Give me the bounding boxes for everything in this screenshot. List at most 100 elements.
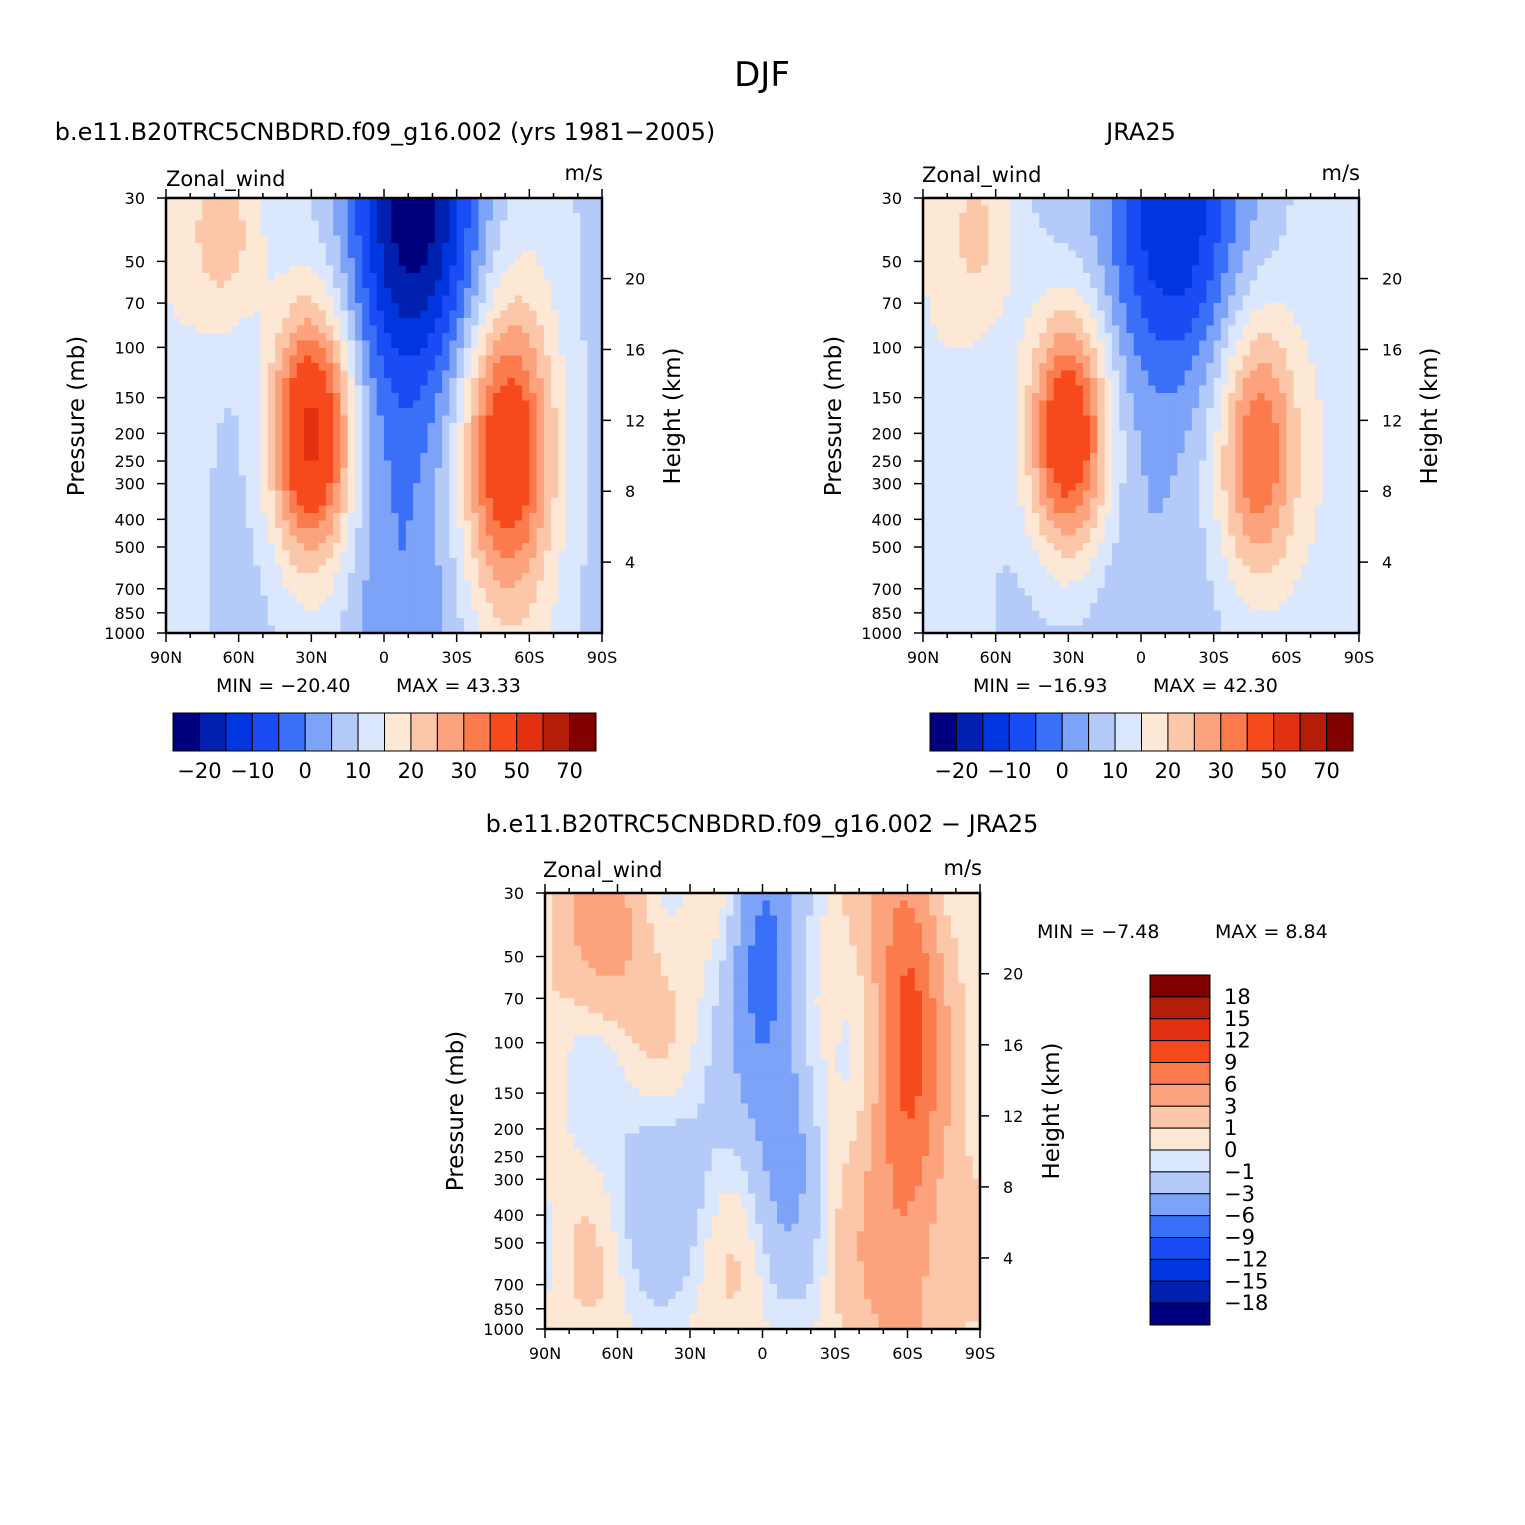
field-cell: [1032, 325, 1040, 334]
field-cell: [224, 205, 232, 214]
field-cell: [282, 438, 291, 447]
field-cell: [1213, 273, 1222, 282]
field-cell: [413, 535, 421, 544]
field-cell: [1199, 318, 1207, 327]
field-cell: [347, 213, 356, 222]
field-cell: [1090, 348, 1098, 357]
field-cell: [1090, 363, 1098, 372]
field-cell: [275, 258, 283, 267]
field-cell: [471, 625, 480, 634]
field-cell: [1228, 310, 1237, 319]
field-cell: [580, 588, 589, 597]
field-cell: [471, 265, 480, 274]
field-cell: [202, 430, 211, 439]
field-cell: [1308, 265, 1316, 274]
field-cell: [1177, 235, 1186, 244]
field-cell: [456, 573, 465, 582]
field-cell: [471, 400, 480, 409]
field-cell: [565, 535, 574, 544]
field-cell: [202, 475, 211, 484]
field-cell: [231, 385, 240, 394]
field-cell: [340, 250, 349, 259]
field-cell: [536, 483, 545, 492]
field-cell: [973, 213, 982, 222]
field-cell: [543, 535, 552, 544]
field-cell: [195, 565, 203, 574]
field-cell: [318, 498, 327, 507]
field-cell: [340, 558, 349, 567]
field-cell: [1141, 288, 1149, 297]
field-cell: [1228, 228, 1237, 237]
field-cell: [267, 258, 276, 267]
field-cell: [1257, 228, 1266, 237]
field-cell: [1075, 310, 1084, 319]
field-cell: [1279, 243, 1287, 252]
field-cell: [587, 603, 596, 612]
field-cell: [434, 325, 443, 334]
field-cell: [959, 288, 968, 297]
y-tick-label: 400: [114, 510, 145, 529]
field-cell: [180, 265, 189, 274]
field-cell: [1177, 265, 1186, 274]
field-cell: [500, 288, 509, 297]
field-cell: [1170, 280, 1178, 289]
field-cell: [434, 348, 443, 357]
field-cell: [420, 400, 429, 409]
field-cell: [937, 340, 946, 349]
field-cell: [944, 228, 953, 237]
field-cell: [1017, 355, 1026, 364]
field-cell: [1199, 273, 1207, 282]
field-cell: [1250, 228, 1258, 237]
field-cell: [1068, 303, 1077, 312]
field-cell: [1344, 288, 1353, 297]
field-cell: [434, 198, 443, 207]
field-cell: [1053, 325, 1062, 334]
field-cell: [296, 483, 305, 492]
field-cell: [1308, 280, 1316, 289]
field-cell: [1271, 228, 1280, 237]
field-cell: [966, 228, 975, 237]
field-cell: [405, 303, 414, 312]
field-cell: [558, 355, 567, 364]
field-cell: [493, 303, 501, 312]
field-cell: [354, 243, 363, 252]
field-cell: [1242, 280, 1251, 289]
field-cell: [187, 370, 196, 379]
field-cell: [442, 340, 450, 349]
field-cell: [238, 520, 247, 529]
field-cell: [594, 558, 603, 567]
field-cell: [580, 625, 589, 634]
field-cell: [1213, 258, 1222, 267]
field-cell: [231, 393, 240, 402]
field-cell: [565, 445, 574, 454]
field-cell: [347, 318, 356, 327]
field-cell: [260, 505, 269, 514]
field-cell: [209, 213, 218, 222]
field-cell: [1010, 243, 1019, 252]
field-cell: [500, 618, 509, 627]
field-cell: [493, 550, 501, 559]
field-cell: [369, 280, 378, 289]
field-cell: [296, 325, 305, 334]
field-cell: [580, 558, 589, 567]
field-cell: [333, 550, 341, 559]
field-cell: [1257, 258, 1266, 267]
field-cell: [1162, 250, 1171, 259]
field-cell: [966, 325, 975, 334]
field-cell: [478, 213, 487, 222]
field-cell: [398, 265, 407, 274]
field-cell: [1322, 333, 1331, 342]
field-cell: [267, 558, 276, 567]
field-cell: [1344, 228, 1353, 237]
field-cell: [195, 505, 203, 514]
field-cell: [311, 310, 320, 319]
field-cell: [572, 243, 581, 252]
field-cell: [1351, 310, 1360, 319]
field-cell: [253, 280, 262, 289]
field-cell: [507, 423, 516, 432]
field-cell: [536, 318, 545, 327]
field-cell: [551, 618, 559, 627]
field-cell: [260, 228, 269, 237]
field-cell: [1111, 273, 1120, 282]
field-cell: [493, 213, 501, 222]
